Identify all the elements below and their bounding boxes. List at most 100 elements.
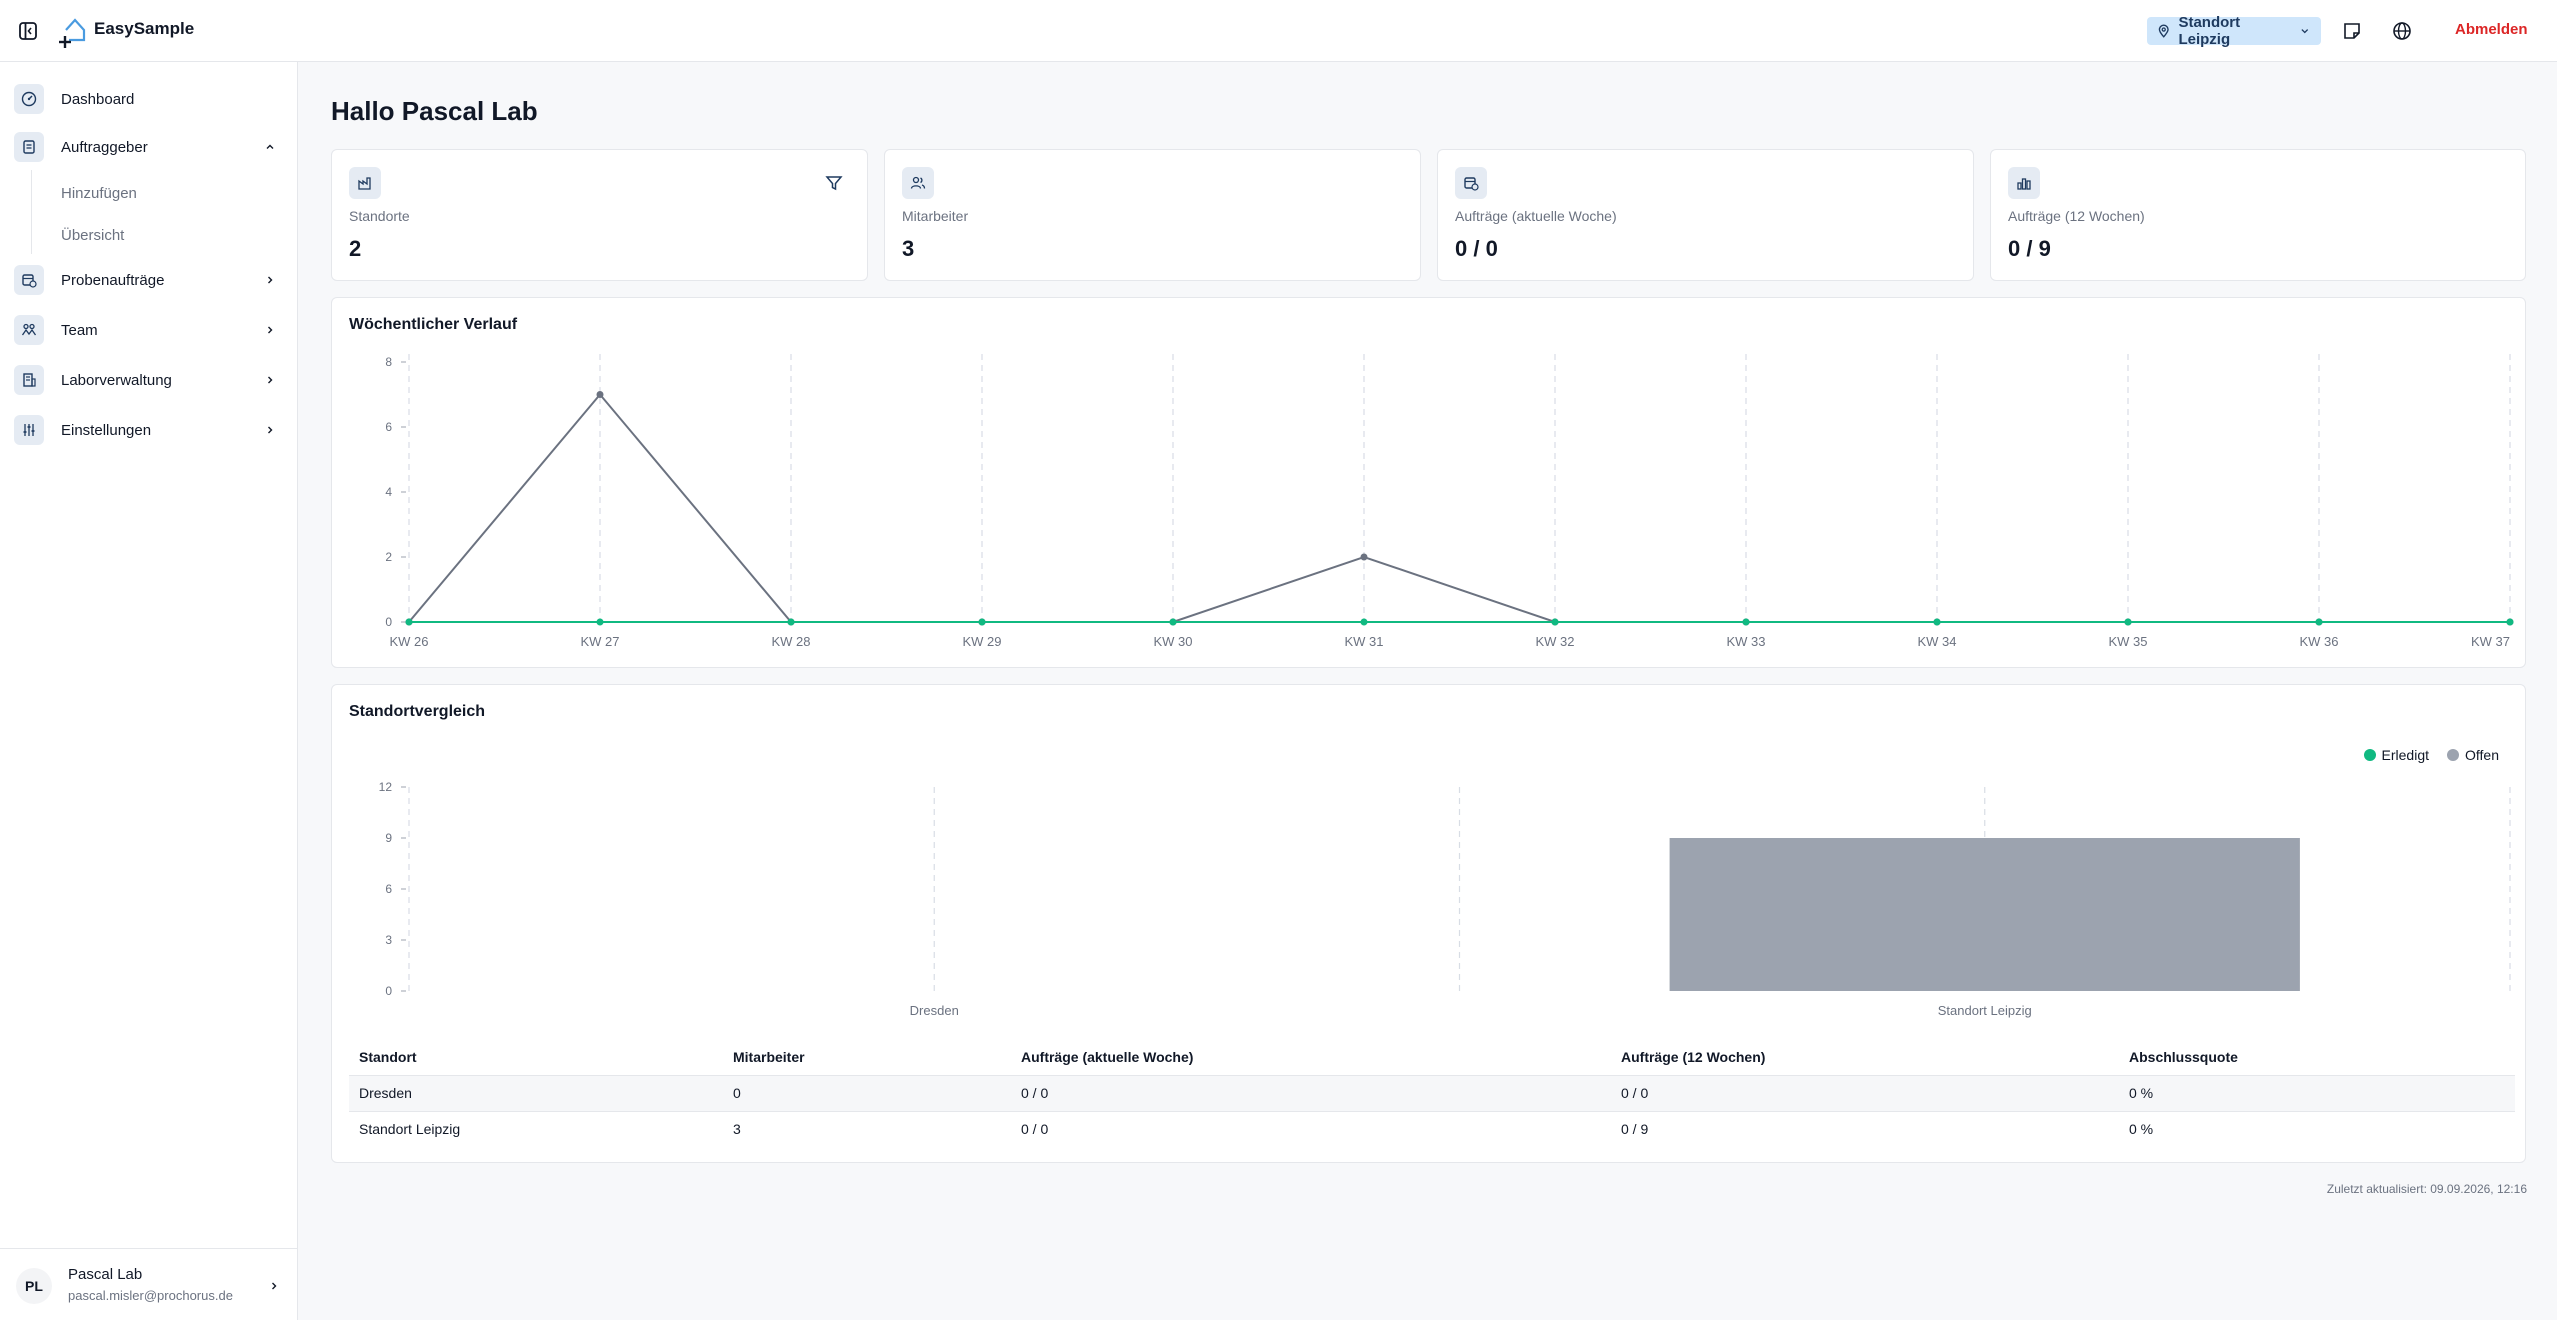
avatar: PL: [16, 1268, 52, 1304]
stat-card-auftraege-12-wochen: Aufträge (12 Wochen) 0 / 9: [1990, 149, 2526, 281]
compare-chart-title: Standortvergleich: [349, 703, 486, 720]
stat-label: Mitarbeiter: [902, 208, 969, 224]
legend-label: Offen: [2465, 747, 2499, 763]
users-icon: [902, 167, 934, 199]
sticky-note-icon[interactable]: [2340, 19, 2364, 43]
stat-card-mitarbeiter: Mitarbeiter 3: [884, 149, 1421, 281]
sidebar-toggle-icon[interactable]: [17, 20, 39, 42]
y-tick-label: 12: [379, 780, 393, 794]
logout-button[interactable]: Abmelden: [2455, 21, 2528, 38]
legend-item-offen[interactable]: Offen: [2447, 747, 2499, 763]
stat-value: 0 / 0: [1455, 236, 1498, 261]
location-compare-card: Standortvergleich Erledigt Offen 0 3 6 9 12 D…: [331, 684, 2526, 1163]
x-tick-label: KW 35: [2108, 634, 2147, 649]
chevron-right-icon: [260, 320, 280, 340]
legend-dot-icon: [2447, 749, 2459, 761]
x-tick-label: KW 28: [771, 634, 810, 649]
sidebar-subitem-hinzufuegen[interactable]: Hinzufügen: [61, 185, 137, 202]
stat-card-auftraege-woche: Aufträge (aktuelle Woche) 0 / 0: [1437, 149, 1974, 281]
location-selector-label: Standort Leipzig: [2178, 14, 2241, 48]
x-tick-label: Standort Leipzig: [1938, 1003, 2032, 1018]
data-point: [787, 618, 795, 626]
x-tick-label: KW 29: [962, 634, 1001, 649]
table-header-row: Standort Mitarbeiter Aufträge (aktuelle …: [349, 1039, 2515, 1076]
sidebar-item-auftraggeber[interactable]: Auftraggeber: [14, 129, 284, 165]
sidebar-item-laborverwaltung[interactable]: Laborverwaltung: [14, 362, 284, 398]
location-selector-button[interactable]: Standort Leipzig: [2147, 14, 2321, 48]
legend-item-erledigt[interactable]: Erledigt: [2363, 747, 2429, 763]
stat-value: 3: [902, 236, 915, 261]
stat-label: Standorte: [349, 208, 410, 224]
factory-icon: [349, 167, 381, 199]
bar-chart-icon: [2008, 167, 2040, 199]
y-tick-label: 3: [385, 933, 392, 947]
x-tick-label: KW 32: [1535, 634, 1574, 649]
series-line-offen: [408, 392, 2510, 623]
table-row: Dresden 0 0 / 0 0 / 0 0 %: [349, 1075, 2515, 1112]
table-header: Aufträge (aktuelle Woche): [1011, 1039, 1611, 1076]
data-point: [978, 618, 986, 626]
table-header: Mitarbeiter: [723, 1039, 1011, 1076]
sidebar-item-probenauftraege[interactable]: Probenaufträge: [14, 262, 284, 298]
y-tick-label: 8: [385, 355, 392, 369]
sidebar-item-label: Dashboard: [61, 90, 135, 108]
stat-card-standorte: Standorte 2: [331, 149, 868, 281]
y-tick-label: 0: [385, 615, 392, 629]
user-profile[interactable]: PL Pascal Lab pascal.misler@prochorus.de: [0, 1248, 298, 1320]
user-email: pascal.misler@prochorus.de: [68, 1288, 233, 1303]
table-header: Standort: [349, 1039, 723, 1076]
sidebar-subitem-uebersicht[interactable]: Übersicht: [61, 227, 125, 244]
submenu-line: [31, 170, 32, 254]
table-cell: 0 / 0: [1611, 1075, 2119, 1112]
filter-icon[interactable]: [823, 172, 845, 194]
building-icon: [14, 365, 44, 395]
legend-dot-icon: [2363, 749, 2376, 761]
sidebar-item-einstellungen[interactable]: Einstellungen: [14, 412, 284, 448]
y-tick-label: 6: [385, 882, 392, 896]
brand-logo: [58, 14, 88, 48]
table-cell: Dresden: [349, 1075, 723, 1112]
table-cell: 0 / 0: [1011, 1075, 1611, 1112]
weekly-line-chart: KW 26 KW 27 KW 28 KW 29 KW 30 KW 31 KW 32 KW 33…: [385, 354, 2514, 649]
chevron-down-icon: [2301, 29, 2309, 34]
data-point: [2124, 618, 2132, 626]
y-tick-label: 0: [385, 984, 392, 998]
globe-icon[interactable]: [2390, 19, 2414, 43]
x-tick-label: KW 26: [389, 634, 428, 649]
sidebar-item-team[interactable]: Team: [14, 312, 284, 348]
x-tick-label: KW 30: [1153, 634, 1192, 649]
data-point: [1551, 618, 1559, 626]
sidebar-item-label: Auftraggeber: [61, 138, 148, 156]
y-tick-label: 2: [385, 550, 392, 564]
x-tick-label: KW 36: [2299, 634, 2338, 649]
table-cell: 3: [733, 1121, 741, 1138]
legend-label: Erledigt: [2381, 747, 2429, 763]
x-tick-label: KW 27: [580, 634, 619, 649]
table-cell: 0 / 9: [1621, 1121, 1649, 1138]
chevron-up-icon: [260, 137, 280, 157]
data-point: [1169, 618, 1177, 626]
data-point: [596, 618, 604, 626]
x-tick-label: KW 33: [1726, 634, 1765, 649]
stat-value: 0 / 9: [2008, 236, 2051, 261]
table-cell: 0: [723, 1075, 1011, 1112]
data-point: [596, 391, 604, 398]
data-point: [2315, 618, 2323, 626]
table-header: Abschlussquote: [2119, 1039, 2515, 1076]
sidebar-item-dashboard[interactable]: Dashboard: [14, 81, 284, 117]
chart-legend: Erledigt Offen: [2363, 747, 2499, 763]
sliders-icon: [14, 415, 44, 445]
top-bar: EasySample Standort Leipzig Abmelden: [0, 0, 2557, 62]
user-name: Pascal Lab: [68, 1266, 143, 1283]
team-icon: [14, 315, 44, 345]
sidebar-item-label: Laborverwaltung: [61, 371, 172, 389]
location-bar-chart: 0 3 6 9 12 Dresden Standort Leipzig: [379, 780, 2511, 1018]
x-tick-label: KW 37: [2471, 634, 2510, 649]
chevron-right-icon: [260, 270, 280, 290]
stat-value: 2: [349, 236, 362, 261]
data-point: [2506, 618, 2514, 626]
x-tick-label: KW 34: [1917, 634, 1956, 649]
brand-name: EasySample: [94, 19, 195, 38]
data-point: [1360, 553, 1368, 561]
calendar-clock-icon: [1455, 167, 1487, 199]
